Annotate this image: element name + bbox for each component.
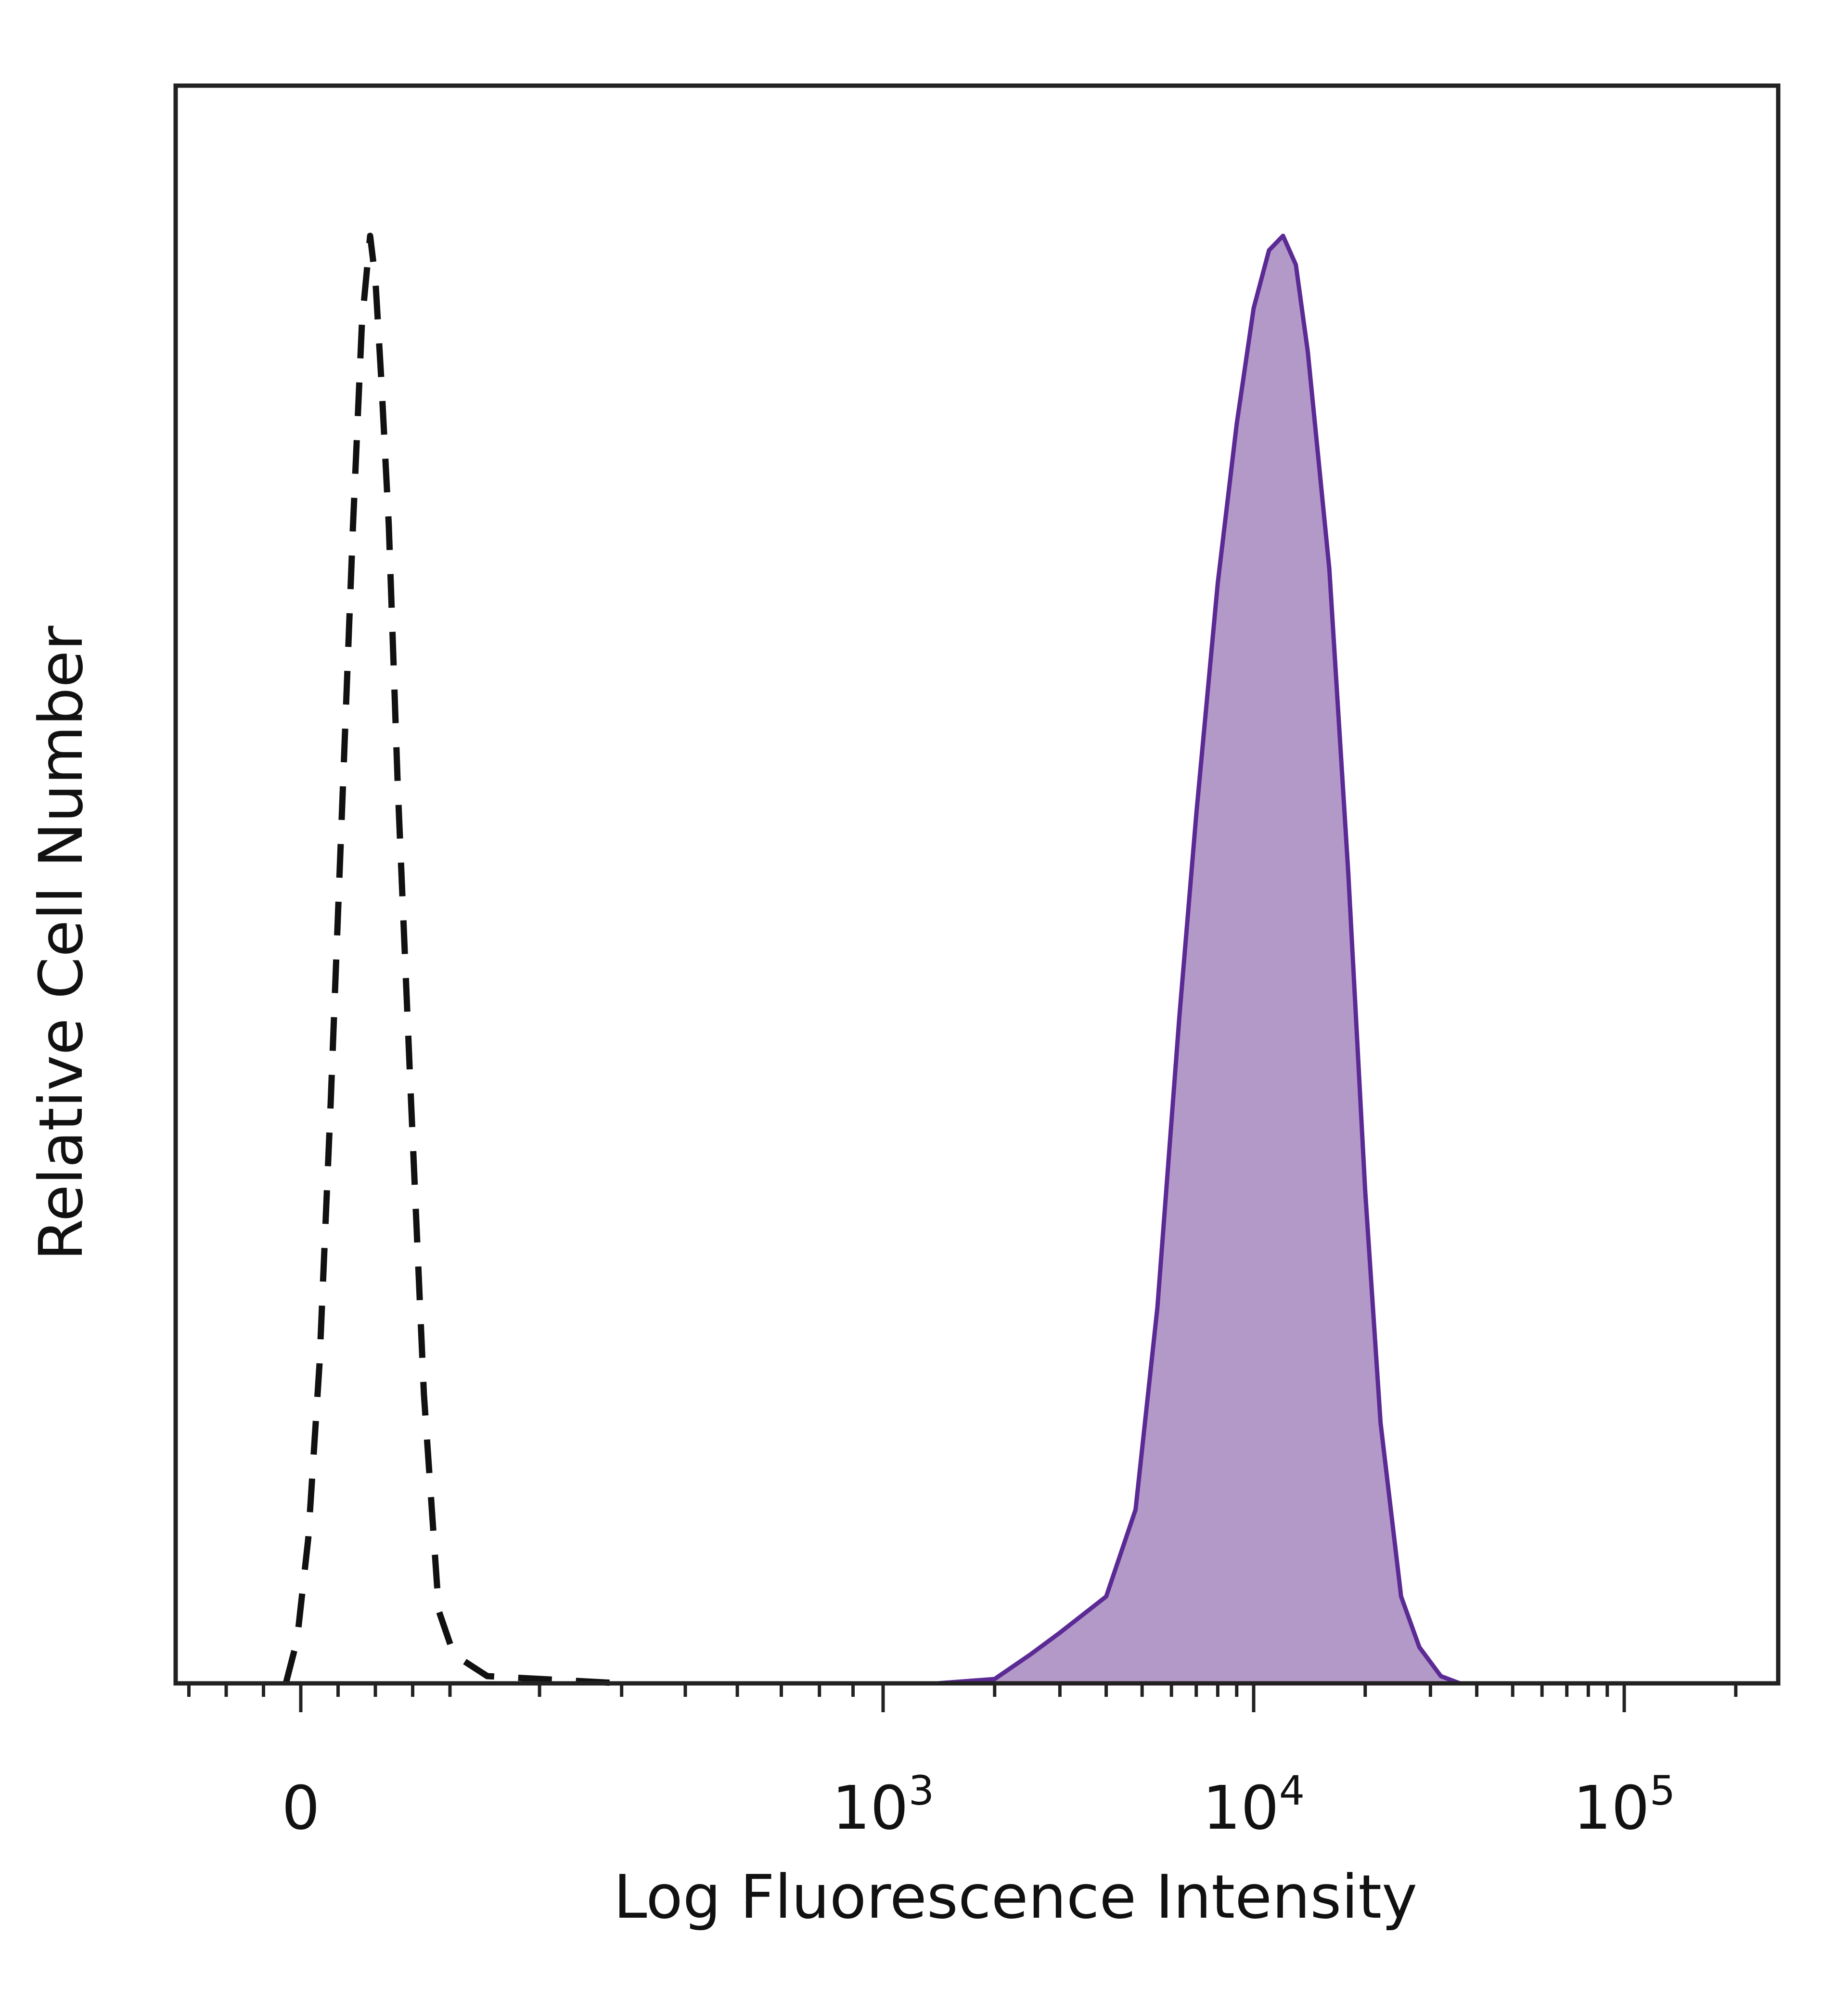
x-tick-label: 103 <box>832 1767 935 1843</box>
x-tick-label: 0 <box>282 1773 320 1843</box>
x-ticks: 0 103 104 105 <box>187 1683 1738 1843</box>
x-tick-label: 104 <box>1203 1767 1305 1843</box>
y-axis-label: Relative Cell Number <box>26 626 96 1261</box>
x-axis-label: Log Fluorescence Intensity <box>614 1862 1417 1932</box>
control-histogram-line <box>282 232 622 1687</box>
plot-frame <box>173 83 1781 1686</box>
stained-histogram-line <box>539 233 1690 1686</box>
x-tick-label: 105 <box>1573 1767 1676 1843</box>
